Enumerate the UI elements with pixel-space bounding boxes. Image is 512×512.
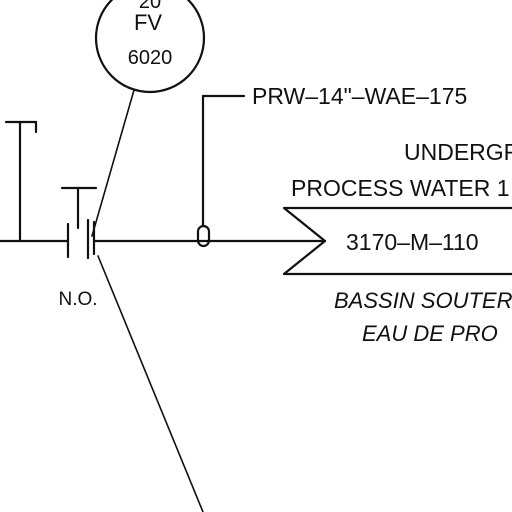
connector-french-line1: BASSIN SOUTER xyxy=(334,288,512,313)
line-number-callout[interactable]: PRW–14"–WAE–175 xyxy=(196,83,467,248)
line-break-symbol xyxy=(196,224,211,248)
lower-leader-line xyxy=(97,255,204,512)
connector-drawing-reference: 3170–M–110 xyxy=(346,229,479,255)
valve-status-label: N.O. xyxy=(58,289,97,310)
instrument-bubble-circle xyxy=(94,0,206,94)
connector-french-line2: EAU DE PRO xyxy=(362,321,498,346)
left-vertical-fitting xyxy=(4,120,38,243)
instrument-function-code: FV xyxy=(134,10,162,35)
instrument-number-top: 20 xyxy=(139,0,161,13)
line-number-label: PRW–14"–WAE–175 xyxy=(252,83,467,109)
instrument-loop-number: 6020 xyxy=(128,47,173,69)
instrument-tag-bubble[interactable]: 20 FV 6020 xyxy=(94,0,206,94)
connector-arrow-outline xyxy=(282,206,512,276)
normally-open-valve[interactable] xyxy=(60,186,98,260)
connector-title-line2: PROCESS WATER 1 xyxy=(291,175,510,201)
bubble-leader-line xyxy=(91,89,135,237)
offpage-connector[interactable]: UNDERGR PROCESS WATER 1 3170–M–110 BASSI… xyxy=(282,139,512,346)
connector-title-line1: UNDERGR xyxy=(404,139,512,165)
